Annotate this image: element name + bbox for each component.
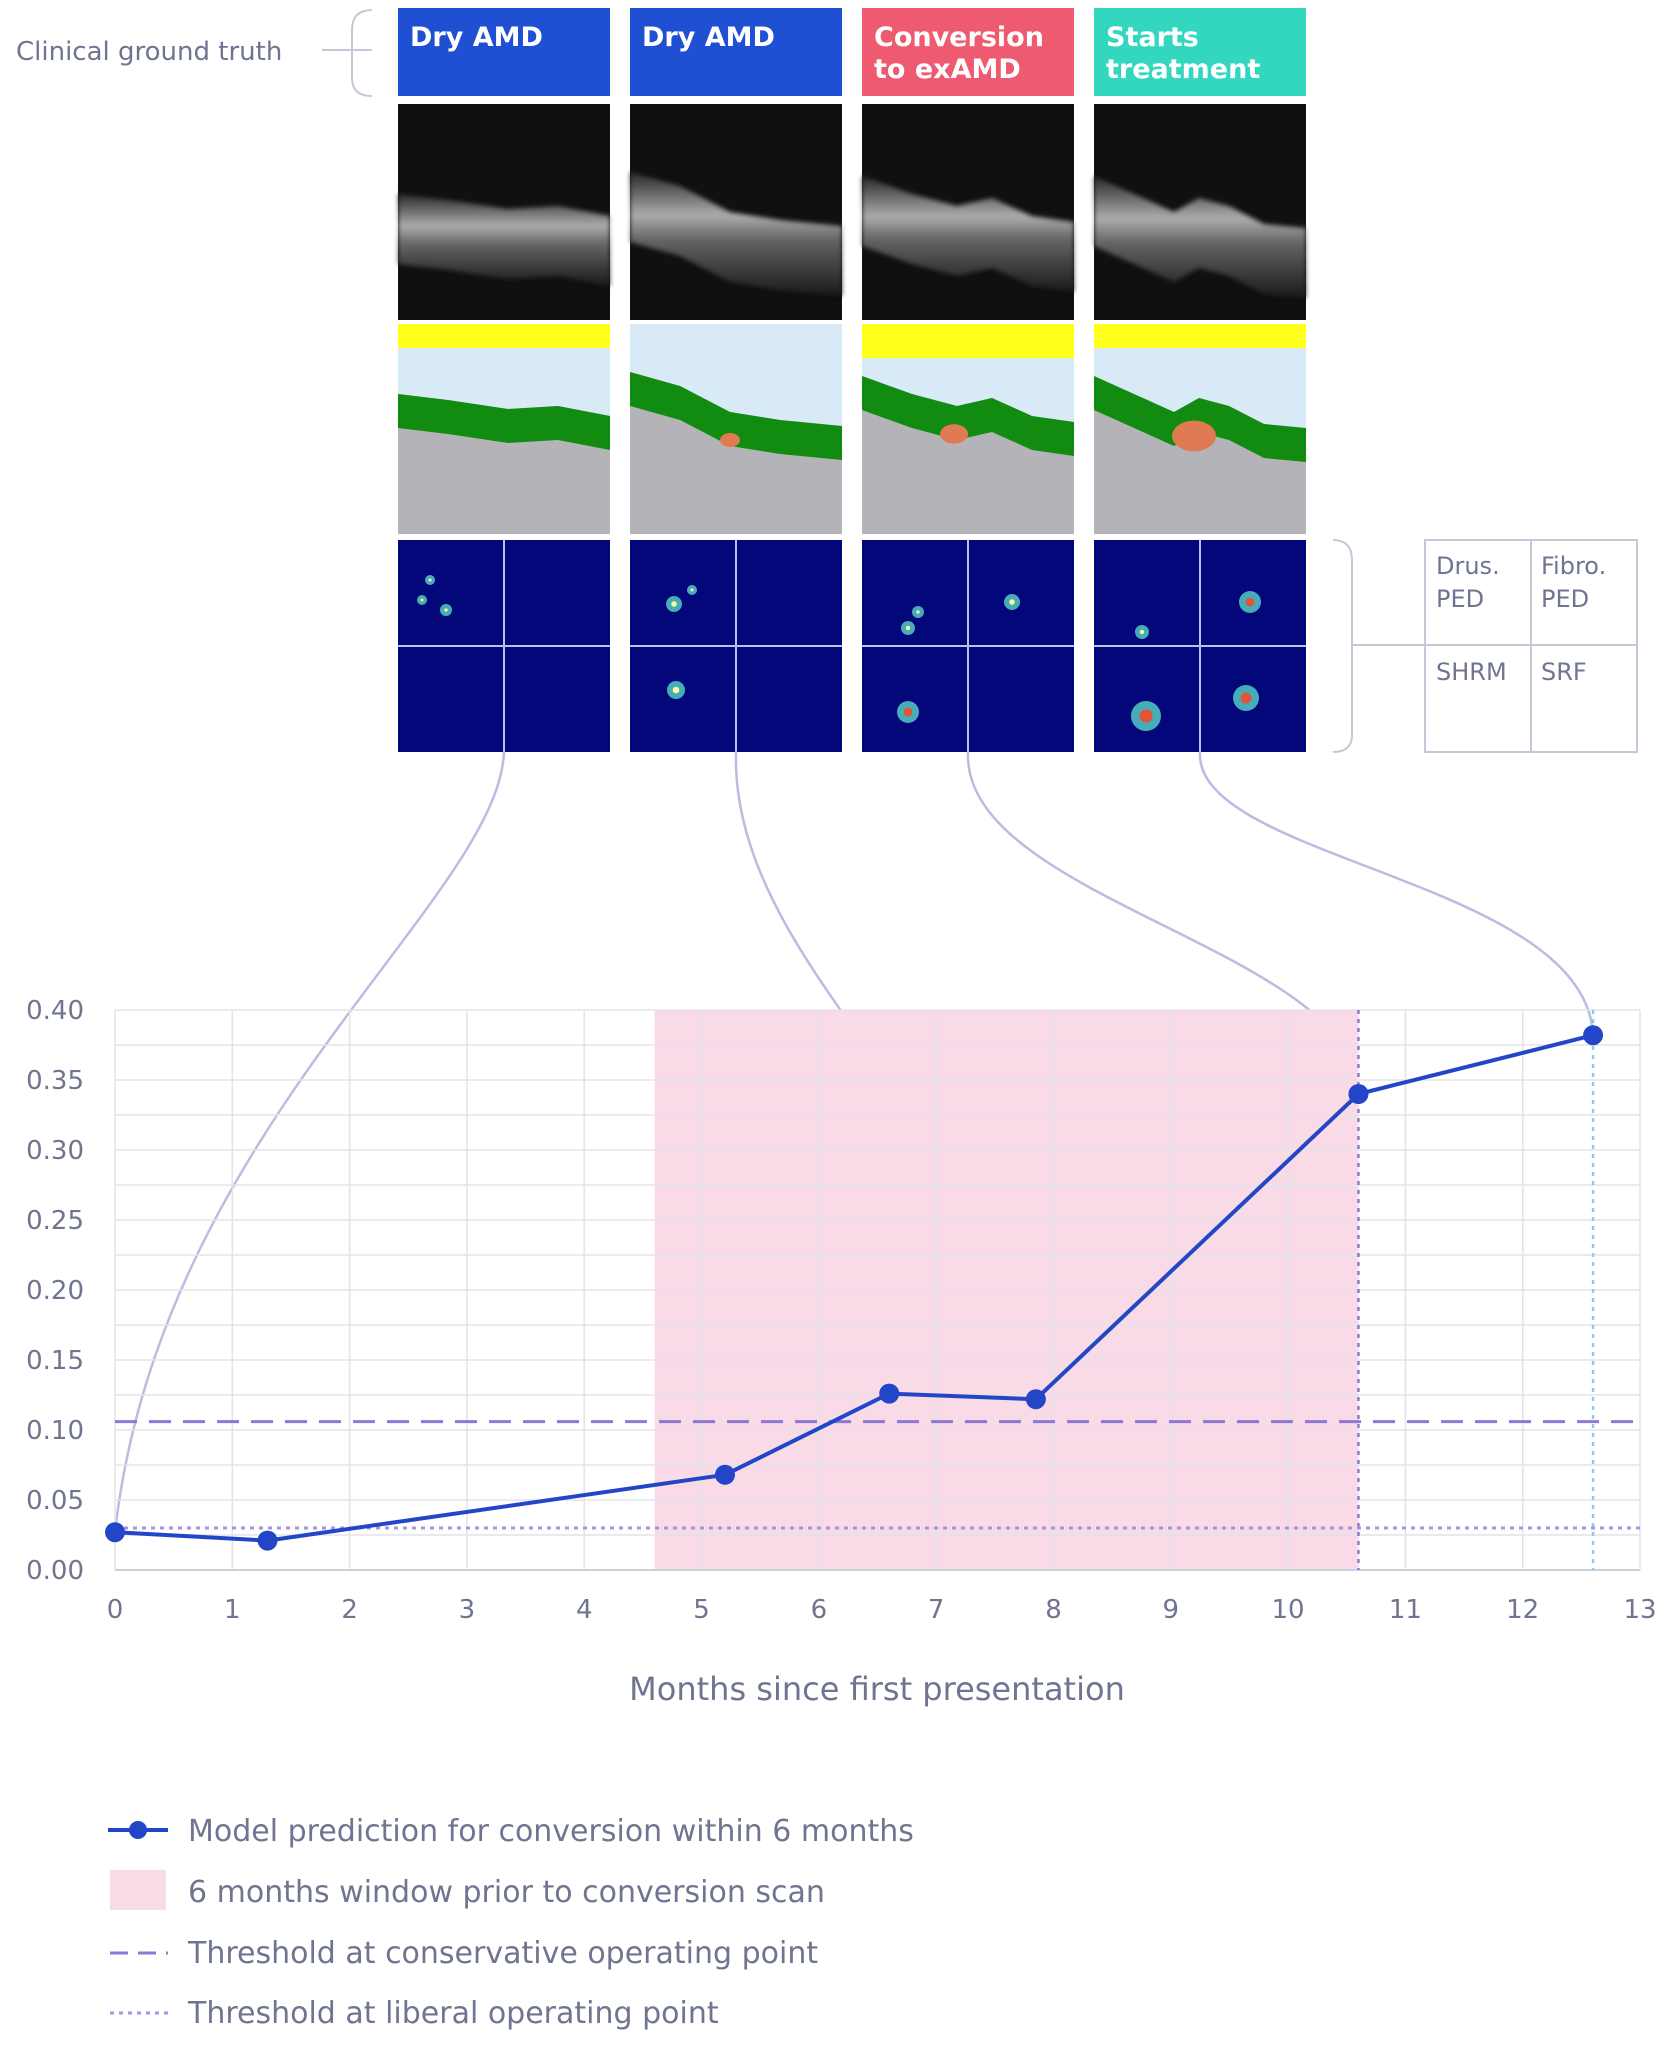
ground-truth-label: Clinical ground truth — [16, 37, 282, 67]
y-tick-label: 0.20 — [26, 1276, 84, 1306]
connector-curve-1 — [113, 751, 506, 1533]
stage-box-fill — [862, 8, 1074, 96]
feature-heatmaps — [1094, 540, 1306, 752]
segmentation-map — [862, 324, 1074, 534]
stage-box-fill — [630, 8, 842, 96]
legend-swatch-series-dot — [129, 1821, 147, 1839]
legend-item-window: 6 months window prior to conversion scan — [110, 1870, 825, 1910]
stage-box-fill — [398, 8, 610, 96]
x-tick-label: 2 — [341, 1595, 358, 1625]
x-tick-label: 10 — [1272, 1595, 1305, 1625]
y-tick-label: 0.10 — [26, 1416, 84, 1446]
x-tick-label: 9 — [1162, 1595, 1179, 1625]
stage-box-dry-amd-1: Dry AMD — [398, 8, 610, 96]
data-point-5 — [1025, 1389, 1046, 1410]
x-tick-label: 12 — [1506, 1595, 1539, 1625]
scan-panel-2 — [630, 104, 842, 752]
data-point-6 — [1348, 1084, 1369, 1104]
ground-truth-bracket — [322, 9, 373, 97]
oct-scan-image — [1094, 104, 1306, 320]
x-tick-label: 6 — [811, 1595, 828, 1625]
prediction-series — [105, 1025, 1604, 1551]
stage-label: Starts treatment — [1106, 22, 1260, 85]
x-tick-label: 4 — [576, 1595, 593, 1625]
scan-panel-4 — [1094, 104, 1306, 752]
legend-swatch-window — [110, 1870, 166, 1910]
feature-legend: Drus. PED Fibro. PED SHRM SRF — [1332, 539, 1638, 753]
x-tick-label: 7 — [928, 1595, 945, 1625]
y-tick-label: 0.00 — [26, 1556, 84, 1586]
chart-legend: Model prediction for conversion within 6… — [108, 1814, 914, 2031]
y-tick-label: 0.15 — [26, 1346, 84, 1376]
x-tick-label: 1 — [224, 1595, 241, 1625]
x-tick-label: 3 — [459, 1595, 476, 1625]
feature-heatmaps — [630, 540, 842, 752]
connector-curve-4 — [1198, 751, 1595, 1036]
data-point-1 — [105, 1522, 125, 1543]
stage-label: Conversion to exAMD — [874, 22, 1044, 85]
y-tick-label: 0.05 — [26, 1486, 84, 1516]
legend-label-conservative-threshold: Threshold at conservative operating poin… — [187, 1936, 818, 1971]
scan-panels — [398, 104, 1306, 752]
x-tick-label: 8 — [1045, 1595, 1062, 1625]
stage-label: Dry AMD — [410, 22, 543, 53]
stage-label: Dry AMD — [642, 22, 775, 53]
legend-item-liberal-threshold: Threshold at liberal operating point — [110, 1996, 719, 2031]
data-point-4 — [879, 1383, 900, 1404]
feature-label-srf: SRF — [1541, 658, 1587, 686]
stage-box-dry-amd-2: Dry AMD — [630, 8, 842, 96]
segmentation-map — [1094, 324, 1306, 534]
feature-label-drus-ped: Drus. PED — [1436, 552, 1500, 613]
scan-panel-3 — [862, 104, 1074, 752]
stage-box-fill — [1094, 8, 1306, 96]
y-tick-label: 0.25 — [26, 1206, 84, 1236]
legend-item-conservative-threshold: Threshold at conservative operating poin… — [110, 1936, 818, 1971]
legend-label-liberal-threshold: Threshold at liberal operating point — [187, 1996, 719, 2031]
x-tick-label: 5 — [693, 1595, 710, 1625]
scan-panel-1 — [398, 104, 610, 752]
stage-box-starts-treatment-4: Starts treatment — [1094, 8, 1306, 96]
y-tick-label: 0.35 — [26, 1066, 84, 1096]
stage-box-conversion-to-examd-3: Conversion to exAMD — [862, 8, 1074, 96]
feature-heatmaps — [398, 540, 610, 752]
data-point-2 — [257, 1530, 278, 1551]
legend-label-window: 6 months window prior to conversion scan — [188, 1875, 825, 1910]
segmentation-map — [398, 324, 610, 534]
chart-grid — [114, 1009, 1641, 1571]
x-tick-label: 0 — [107, 1595, 124, 1625]
axis-ticks: 0 1 2 3 4 5 6 7 8 9 10 11 12 130.000.050.100.150.200.… — [26, 996, 1656, 1625]
line-chart: 0 1 2 3 4 5 6 7 8 9 10 11 12 130.000.050.100.150.200.… — [26, 996, 1656, 1708]
legend-item-model-prediction: Model prediction for conversion within 6… — [108, 1814, 914, 1849]
feature-label-shrm: SHRM — [1436, 658, 1507, 686]
feature-label-fibro-ped: Fibro. PED — [1541, 552, 1606, 613]
y-tick-label: 0.30 — [26, 1136, 84, 1166]
feature-legend-bracket — [1332, 539, 1425, 753]
x-tick-label: 11 — [1389, 1595, 1422, 1625]
ground-truth-header: Clinical ground truth Dry AMD Dry AMD Conv… — [16, 8, 1306, 97]
threshold-lines — [115, 1420, 1640, 1530]
oct-scan-image — [398, 104, 610, 320]
data-point-3 — [715, 1464, 735, 1485]
oct-scan-image — [862, 104, 1074, 320]
x-tick-label: 13 — [1623, 1595, 1656, 1625]
oct-scan-image — [630, 104, 842, 320]
segmentation-map — [630, 324, 842, 534]
legend-label-model-prediction: Model prediction for conversion within 6… — [188, 1814, 914, 1849]
feature-heatmaps — [862, 540, 1074, 752]
y-tick-label: 0.40 — [26, 996, 84, 1026]
x-axis-label: Months since first presentation — [629, 1670, 1125, 1708]
data-point-7 — [1583, 1025, 1604, 1046]
